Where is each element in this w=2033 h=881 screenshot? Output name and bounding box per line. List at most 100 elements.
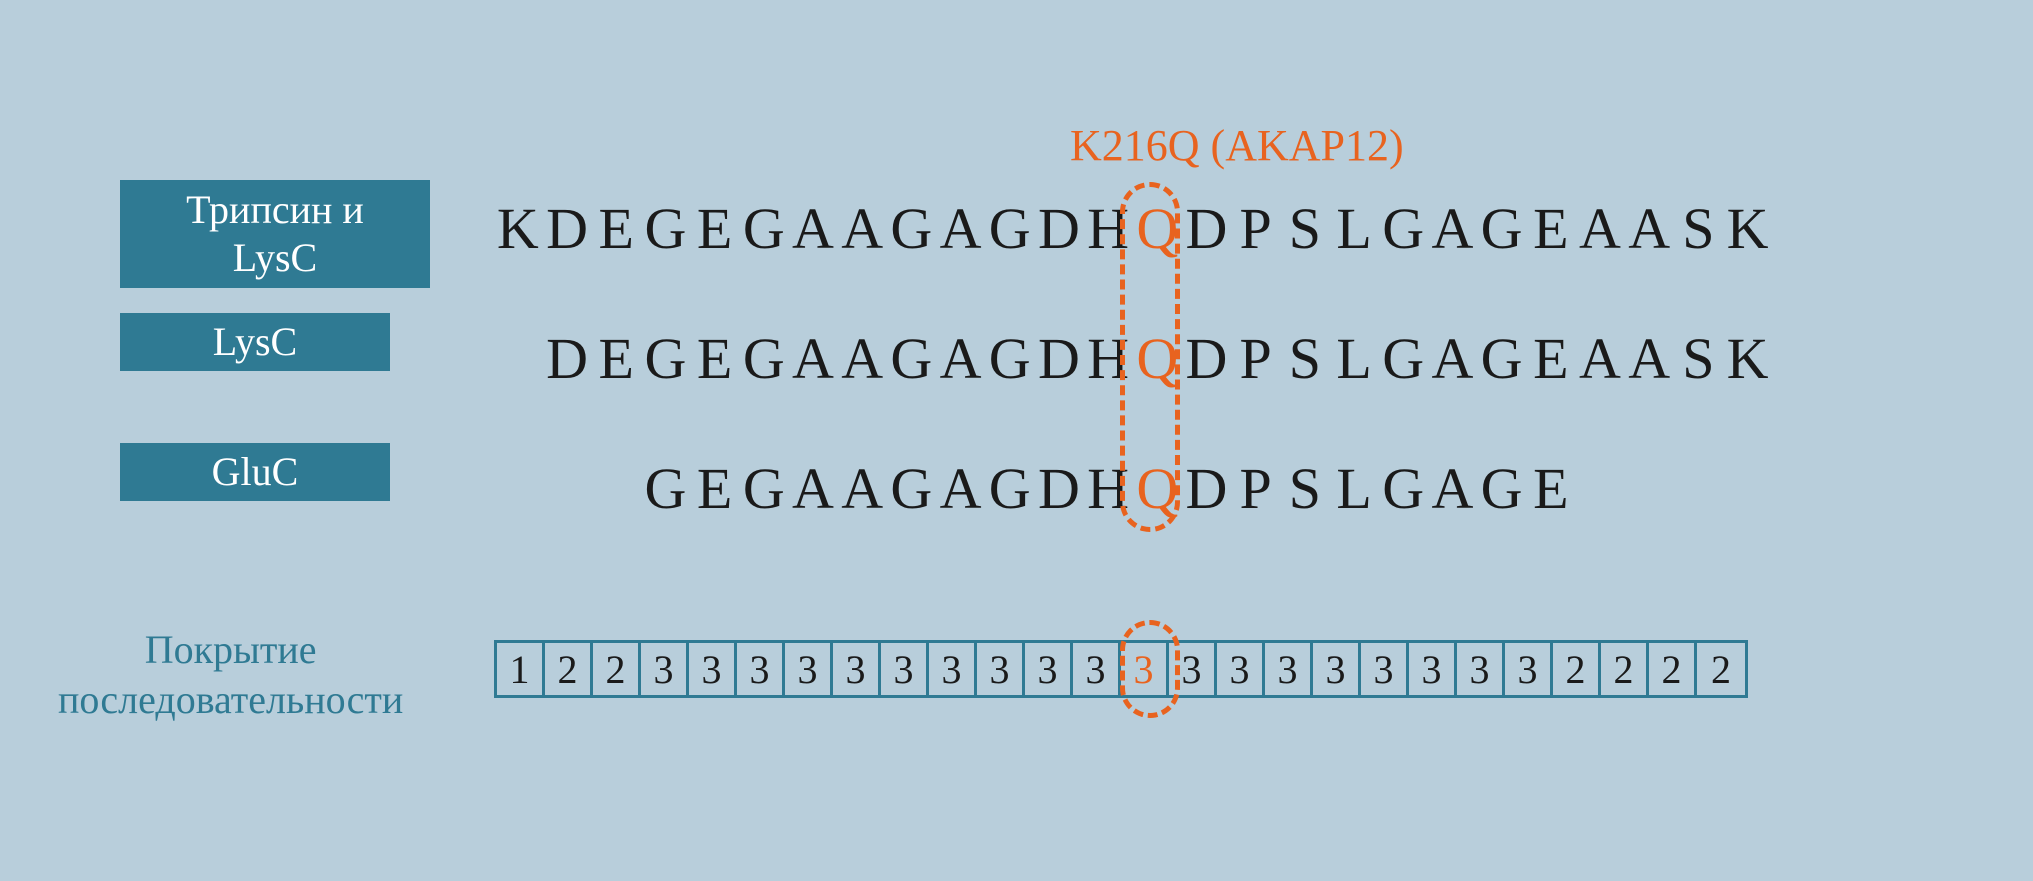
coverage-cell: 2 <box>1697 643 1745 695</box>
aa: D <box>1037 195 1086 262</box>
coverage-cell: 2 <box>1601 643 1649 695</box>
aa: A <box>791 325 840 392</box>
aa: K <box>496 195 545 262</box>
aa: Q <box>1135 455 1184 522</box>
aa: G <box>742 325 791 392</box>
aa: G <box>1480 455 1529 522</box>
coverage-cell: 3 <box>1169 643 1217 695</box>
aa: S <box>1283 195 1332 262</box>
coverage-label-line1: Покрытие <box>145 627 317 672</box>
coverage-track: 12233333333333333333332222 <box>494 640 1748 698</box>
aa: G <box>890 325 939 392</box>
aa: L <box>1332 195 1381 262</box>
aa: G <box>1381 325 1430 392</box>
aa: G <box>1381 195 1430 262</box>
aa: E <box>594 325 643 392</box>
aa: E <box>693 195 742 262</box>
aa: D <box>1037 325 1086 392</box>
coverage-cell: 2 <box>593 643 641 695</box>
aa: L <box>1332 325 1381 392</box>
mutation-label: K216Q (AKAP12) <box>1070 120 1404 171</box>
aa: S <box>1283 455 1332 522</box>
coverage-cell: 3 <box>1217 643 1265 695</box>
aa: A <box>1627 195 1676 262</box>
aa: G <box>988 325 1037 392</box>
aa: G <box>988 195 1037 262</box>
coverage-cell: 3 <box>785 643 833 695</box>
coverage-cell: 3 <box>737 643 785 695</box>
aa: E <box>1529 455 1578 522</box>
coverage-cell: 3 <box>1073 643 1121 695</box>
aa: D <box>545 195 594 262</box>
coverage-cell: 3 <box>929 643 977 695</box>
aa: L <box>1332 455 1381 522</box>
aa: A <box>1431 195 1480 262</box>
aa: A <box>939 195 988 262</box>
aa: G <box>1381 455 1430 522</box>
coverage-cell: 3 <box>1409 643 1457 695</box>
coverage-cell: 3 <box>977 643 1025 695</box>
aa: A <box>840 325 889 392</box>
coverage-cell: 1 <box>497 643 545 695</box>
enzyme-label-0: Трипсин иLysC <box>120 180 430 288</box>
coverage-cell: 3 <box>1313 643 1361 695</box>
coverage-label-line2: последовательности <box>58 677 403 722</box>
aa: G <box>644 455 693 522</box>
aa: E <box>1529 195 1578 262</box>
aa: A <box>791 455 840 522</box>
aa: G <box>644 195 693 262</box>
aa: E <box>693 325 742 392</box>
aa: H <box>1086 195 1135 262</box>
coverage-label: Покрытие последовательности <box>58 625 403 725</box>
aa: K <box>1726 195 1775 262</box>
coverage-cell: 3 <box>1505 643 1553 695</box>
aa: G <box>742 455 791 522</box>
aa: P <box>1234 455 1283 522</box>
aa: A <box>1431 325 1480 392</box>
aa: A <box>939 455 988 522</box>
aa: S <box>1283 325 1332 392</box>
coverage-cell: 3 <box>1265 643 1313 695</box>
aa: G <box>644 325 693 392</box>
enzyme-label-2: GluC <box>120 443 390 501</box>
aa: G <box>742 195 791 262</box>
coverage-cell: 3 <box>881 643 929 695</box>
aa: P <box>1234 325 1283 392</box>
aa: A <box>1578 325 1627 392</box>
aa: G <box>1480 325 1529 392</box>
aa: G <box>890 455 939 522</box>
aa: A <box>1431 455 1480 522</box>
aa: Q <box>1135 195 1184 262</box>
aa: S <box>1677 325 1726 392</box>
enzyme-label-1: LysC <box>120 313 390 371</box>
sequence-row-1: DEGEGAAGAGDHQDPSLGAGEAASK <box>545 325 1775 392</box>
aa: D <box>1185 455 1234 522</box>
aa: E <box>693 455 742 522</box>
aa: G <box>890 195 939 262</box>
aa: H <box>1086 455 1135 522</box>
aa: G <box>988 455 1037 522</box>
coverage-cell: 3 <box>689 643 737 695</box>
aa: D <box>1185 325 1234 392</box>
aa: A <box>939 325 988 392</box>
coverage-cell: 3 <box>1121 643 1169 695</box>
aa: E <box>1529 325 1578 392</box>
coverage-cell: 3 <box>1361 643 1409 695</box>
aa: D <box>1037 455 1086 522</box>
sequence-row-0: KDEGEGAAGAGDHQDPSLGAGEAASK <box>496 195 1775 262</box>
aa: D <box>545 325 594 392</box>
aa: E <box>594 195 643 262</box>
sequence-row-2: GEGAAGAGDHQDPSLGAGE <box>644 455 1579 522</box>
coverage-cell: 3 <box>641 643 689 695</box>
aa: S <box>1677 195 1726 262</box>
coverage-cell: 2 <box>545 643 593 695</box>
coverage-cell: 2 <box>1649 643 1697 695</box>
coverage-cell: 3 <box>1025 643 1073 695</box>
aa: Q <box>1135 325 1184 392</box>
coverage-cell: 3 <box>1457 643 1505 695</box>
coverage-cell: 3 <box>833 643 881 695</box>
coverage-cell: 2 <box>1553 643 1601 695</box>
aa: A <box>840 195 889 262</box>
aa: H <box>1086 325 1135 392</box>
aa: A <box>791 195 840 262</box>
